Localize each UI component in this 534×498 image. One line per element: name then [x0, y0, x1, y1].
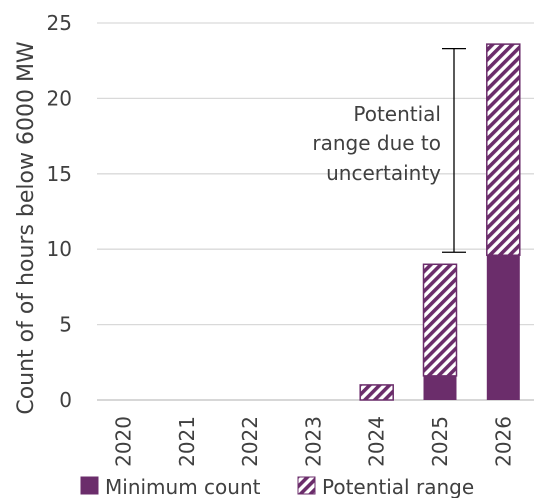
y-axis-label: Count of of hours below 6000 MW	[14, 41, 39, 415]
x-tick-label: 2020	[112, 416, 136, 467]
legend-swatch-minimum	[80, 476, 99, 495]
y-axis-ticks: 0 5 10 15 20 25	[47, 11, 72, 412]
x-tick-label: 2026	[491, 416, 515, 467]
y-tick-label: 5	[59, 313, 72, 337]
bar-minimum-2025	[423, 375, 457, 400]
bar-range-2024	[359, 384, 394, 401]
bar-minimum-2026	[486, 255, 520, 400]
x-tick-label: 2024	[365, 416, 389, 467]
legend-swatch-range	[297, 476, 316, 495]
y-tick-label: 15	[47, 162, 72, 186]
x-tick-label: 2023	[301, 416, 325, 467]
legend-label: Minimum count	[105, 475, 261, 498]
y-tick-label: 0	[59, 388, 72, 412]
y-tick-label: 20	[47, 86, 72, 110]
bar-range-2025	[422, 263, 458, 377]
annotation-text-line: uncertainty	[326, 161, 441, 185]
y-tick-label: 10	[47, 237, 72, 261]
annotation-text-line: Potential	[353, 102, 441, 126]
x-tick-label: 2025	[428, 416, 452, 467]
legend: Minimum count Potential range	[80, 475, 474, 498]
bar-range-2026	[486, 43, 521, 256]
annotation-text-line: range due to	[312, 131, 441, 155]
x-axis-ticks: 2020 2021 2022 2023 2024 2025 2026	[112, 416, 516, 467]
x-tick-label: 2021	[175, 416, 199, 467]
annotation: Potential range due to uncertainty	[312, 47, 466, 253]
y-tick-label: 25	[47, 11, 72, 35]
legend-label: Potential range	[322, 475, 474, 498]
bars	[359, 43, 521, 401]
x-tick-label: 2022	[238, 416, 262, 467]
gridlines	[97, 22, 534, 401]
